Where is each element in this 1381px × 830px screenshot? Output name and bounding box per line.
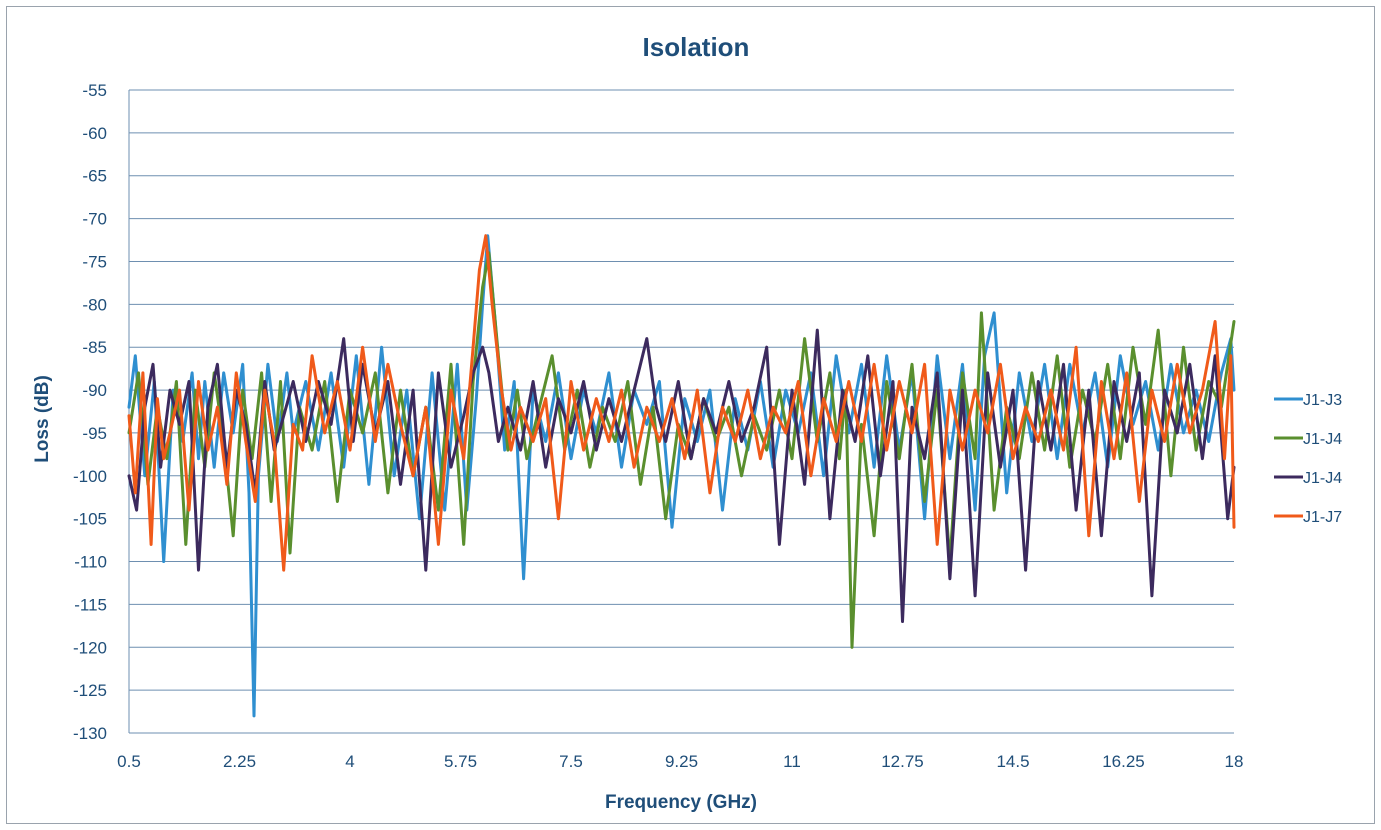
series-line-2 xyxy=(127,251,1236,649)
legend-label: J1-J3 xyxy=(1303,392,1342,409)
x-tick-label: 7.5 xyxy=(559,752,583,771)
legend-label: J1-J4 xyxy=(1303,431,1342,448)
x-axis-ticks: 0.5 2.25 4 5.75 7.5 9.25 11 12.75 14.5 16.25 18 xyxy=(117,752,1243,771)
y-tick-label: -80 xyxy=(82,295,107,314)
y-tick-label: -100 xyxy=(73,467,107,486)
x-tick-label: 5.75 xyxy=(444,752,477,771)
y-tick-label: -125 xyxy=(73,681,107,700)
series-line-4 xyxy=(127,234,1236,572)
y-tick-label: -60 xyxy=(82,124,107,143)
y-tick-label: -65 xyxy=(82,167,107,186)
x-tick-label: 16.25 xyxy=(1102,752,1145,771)
legend-label: J1-J7 xyxy=(1303,509,1342,526)
series-lines xyxy=(127,234,1236,718)
x-tick-label: 18 xyxy=(1225,752,1244,771)
y-tick-label: -95 xyxy=(82,424,107,443)
y-tick-label: -55 xyxy=(82,81,107,100)
y-tick-label: -115 xyxy=(74,595,107,614)
y-tick-label: -90 xyxy=(82,381,107,400)
y-tick-label: -110 xyxy=(74,553,107,572)
chart-canvas: Isolation -55 -60 -65 -70 -75 -80 -85 -90 -95 -10… xyxy=(32,32,1342,813)
legend-label: J1-J4 xyxy=(1303,470,1342,487)
x-tick-label: 14.5 xyxy=(996,752,1029,771)
x-axis-title: Frequency (GHz) xyxy=(605,792,757,813)
y-tick-label: -130 xyxy=(73,724,107,743)
x-tick-label: 12.75 xyxy=(881,752,924,771)
x-tick-label: 2.25 xyxy=(223,752,256,771)
x-tick-label: 4 xyxy=(345,752,354,771)
grid-lines xyxy=(128,89,1234,734)
y-tick-label: -105 xyxy=(73,510,107,529)
y-axis-title: Loss (dB) xyxy=(32,375,53,463)
y-tick-label: -70 xyxy=(82,210,107,229)
y-tick-label: -75 xyxy=(82,252,107,271)
legend: J1-J3 J1-J4 J1-J4 J1-J7 xyxy=(1274,392,1342,526)
chart-frame: Isolation -55 -60 -65 -70 -75 -80 -85 -90 -95 -10… xyxy=(6,6,1375,824)
y-axis-ticks: -55 -60 -65 -70 -75 -80 -85 -90 -95 -100 -105 -110 -… xyxy=(73,81,107,743)
x-tick-label: 11 xyxy=(783,752,801,771)
chart-title: Isolation xyxy=(643,32,750,62)
y-tick-label: -120 xyxy=(73,638,107,657)
x-tick-label: 0.5 xyxy=(117,752,141,771)
y-tick-label: -85 xyxy=(82,338,107,357)
x-tick-label: 9.25 xyxy=(665,752,698,771)
